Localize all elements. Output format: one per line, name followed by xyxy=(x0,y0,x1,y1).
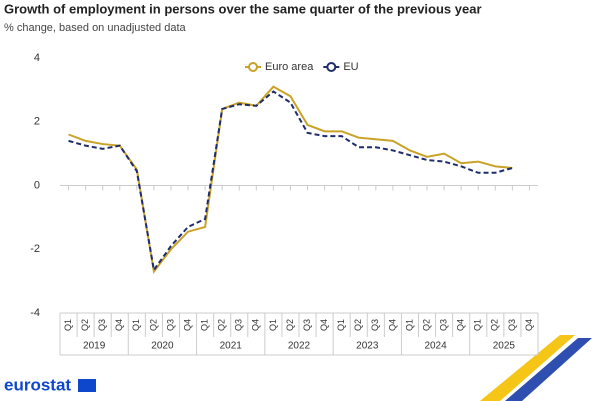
x-tick-label: Q4 xyxy=(114,319,124,331)
x-tick-label: Q2 xyxy=(148,319,158,331)
logo: eurostat xyxy=(4,375,71,394)
y-tick-label: 4 xyxy=(34,52,40,64)
x-tick-label: Q3 xyxy=(234,319,244,331)
year-label: 2021 xyxy=(220,341,243,352)
x-tick-label: Q3 xyxy=(302,319,312,331)
x-tick-label: Q1 xyxy=(199,319,209,331)
chart-title: Growth of employment in persons over the… xyxy=(4,1,482,16)
x-tick-label: Q1 xyxy=(404,319,414,331)
year-label: 2022 xyxy=(288,341,311,352)
x-tick-label: Q4 xyxy=(387,319,397,331)
x-tick-label: Q3 xyxy=(165,319,175,331)
year-label: 2025 xyxy=(493,341,516,352)
year-label: 2019 xyxy=(83,341,106,352)
y-tick-label: -4 xyxy=(30,307,40,319)
x-tick-label: Q4 xyxy=(251,319,261,331)
legend-marker xyxy=(326,62,337,72)
decor-stripe xyxy=(505,338,592,401)
year-label: 2023 xyxy=(356,341,379,352)
x-tick-label: Q4 xyxy=(456,319,466,331)
x-tick-label: Q4 xyxy=(319,319,329,331)
x-tick-label: Q4 xyxy=(524,319,534,331)
x-tick-label: Q2 xyxy=(217,319,227,331)
legend-marker xyxy=(248,62,258,72)
x-tick-label: Q3 xyxy=(438,319,448,331)
chart-subtitle: % change, based on unadjusted data xyxy=(4,22,187,34)
decor-stripe xyxy=(480,335,575,401)
x-tick-label: Q1 xyxy=(268,319,278,331)
legend-label: EU xyxy=(343,61,358,73)
legend-label: Euro area xyxy=(265,61,314,73)
x-tick-label: Q1 xyxy=(473,319,483,331)
year-label: 2020 xyxy=(151,341,174,352)
y-tick-label: 0 xyxy=(34,179,40,191)
x-tick-label: Q3 xyxy=(370,319,380,331)
x-tick-label: Q2 xyxy=(80,319,90,331)
y-tick-label: 2 xyxy=(34,116,40,128)
x-tick-label: Q4 xyxy=(182,319,192,331)
series-line xyxy=(68,90,513,273)
y-tick-label: -2 xyxy=(30,243,40,255)
year-label: 2024 xyxy=(424,341,447,352)
x-tick-label: Q1 xyxy=(131,319,141,331)
x-tick-label: Q2 xyxy=(421,319,431,331)
x-tick-label: Q2 xyxy=(353,319,363,331)
logo-flag xyxy=(78,379,96,392)
series-line xyxy=(68,85,513,275)
x-tick-label: Q2 xyxy=(285,319,295,331)
x-tick-label: Q1 xyxy=(63,319,73,331)
x-tick-label: Q3 xyxy=(97,319,107,331)
x-tick-label: Q2 xyxy=(490,319,500,331)
x-tick-label: Q1 xyxy=(336,319,346,331)
x-tick-label: Q3 xyxy=(507,319,517,331)
